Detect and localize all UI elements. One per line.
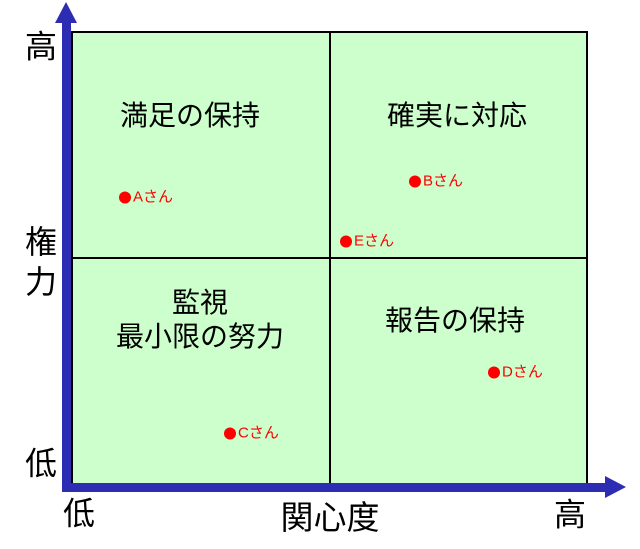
x-axis-low-label: 低: [62, 495, 96, 532]
point-label: Eさん: [354, 232, 395, 250]
quadrant-label-keep-informed: 報告の保持: [384, 305, 526, 336]
quadrant-divider-vertical: [329, 31, 331, 487]
point-marker-icon: [409, 175, 421, 187]
y-axis-line: [62, 18, 71, 491]
point-label: Cさん: [238, 424, 279, 442]
quadrant-label-monitor: 監視 最小限の努力: [115, 287, 285, 352]
quadrant-divider-horizontal: [71, 257, 588, 259]
point-marker-icon: [340, 235, 352, 247]
y-axis-title: 権 力: [24, 224, 58, 300]
quadrant-label-manage-closely: 確実に対応: [386, 100, 528, 131]
stakeholder-point-d: Dさん: [488, 365, 543, 380]
y-axis-arrowhead-icon: [55, 2, 77, 23]
stakeholder-point-b: Bさん: [409, 174, 463, 189]
x-axis-arrowhead-icon: [605, 476, 626, 498]
x-axis-title: 関心度: [280, 498, 380, 536]
stakeholder-point-e: Eさん: [340, 234, 394, 249]
point-marker-icon: [488, 366, 500, 378]
point-label: Bさん: [423, 172, 464, 190]
point-label: Aさん: [133, 188, 174, 206]
stakeholder-point-c: Cさん: [224, 426, 279, 441]
point-marker-icon: [119, 191, 131, 203]
stakeholder-point-a: Aさん: [119, 190, 173, 205]
point-label: Dさん: [502, 363, 543, 381]
y-axis-low-label: 低: [24, 445, 58, 482]
quadrant-label-keep-satisfied: 満足の保持: [119, 100, 261, 131]
point-marker-icon: [224, 427, 236, 439]
x-axis-line: [62, 483, 607, 492]
y-axis-high-label: 高: [24, 28, 58, 65]
x-axis-high-label: 高: [553, 496, 587, 533]
